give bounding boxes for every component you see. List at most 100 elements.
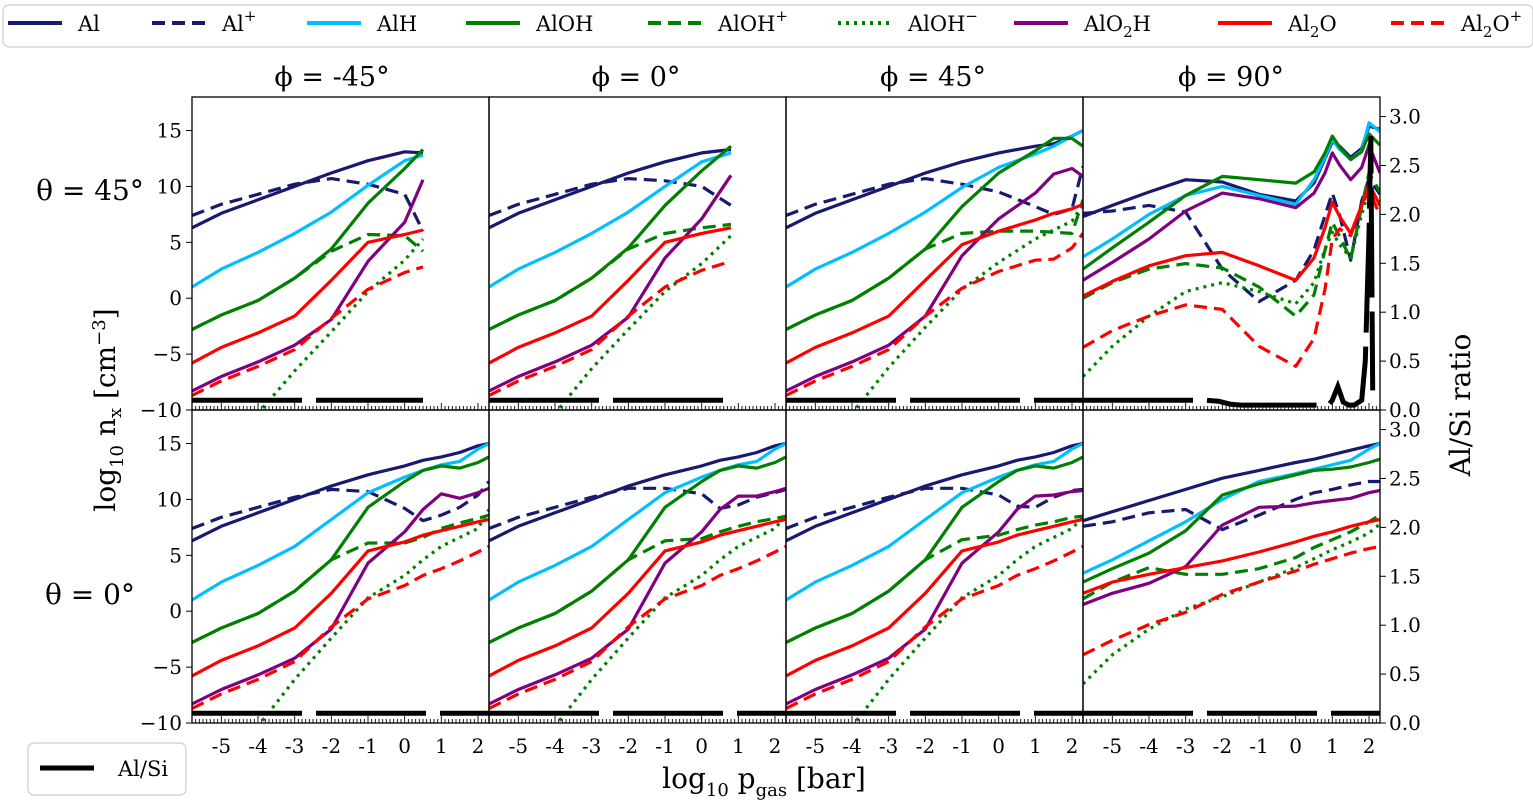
series-Al2O bbox=[489, 226, 732, 365]
series-Al2Op bbox=[489, 544, 786, 710]
y-tick-label: 15 bbox=[157, 432, 182, 456]
y2-axis-label: Al/Si ratio bbox=[1444, 334, 1477, 478]
series-Al2O bbox=[786, 202, 1083, 365]
column-title-phi-minus45: ϕ = -45° bbox=[274, 62, 389, 93]
y-tick-label: −10 bbox=[140, 711, 182, 735]
series-Al2Op bbox=[786, 232, 1083, 397]
series-AlO2H bbox=[192, 179, 425, 393]
x-tick-label: 1 bbox=[435, 734, 448, 758]
series-AlOHp bbox=[1083, 171, 1380, 318]
legend-label-Al2Op: Al2O+ bbox=[1460, 7, 1522, 41]
legend-item-AlOHp: AlOH+ bbox=[648, 7, 788, 36]
legend-label-Al: Al bbox=[77, 12, 100, 36]
series-Al2Op bbox=[1083, 188, 1380, 368]
x-tick-label: -3 bbox=[582, 734, 601, 758]
y-tick-label: 5 bbox=[169, 230, 182, 254]
series-AlOHp bbox=[489, 222, 732, 331]
y-tick-label: −5 bbox=[153, 342, 182, 366]
x-tick-label: -3 bbox=[285, 734, 304, 758]
series-Alp bbox=[489, 177, 732, 217]
y2-tick-label: 0.0 bbox=[1389, 398, 1421, 422]
x-tick-label: -1 bbox=[358, 734, 377, 758]
x-tick-label: -1 bbox=[952, 734, 971, 758]
y2-tick-label: 1.5 bbox=[1389, 251, 1421, 275]
series-AlOHm bbox=[852, 516, 1083, 723]
y-tick-label: 15 bbox=[157, 119, 182, 143]
row-label-theta-0: θ = 0° bbox=[45, 578, 135, 611]
x-tick-label: 0 bbox=[398, 734, 411, 758]
series-Al bbox=[1083, 441, 1380, 523]
legend-label-Al2O: Al2O bbox=[1287, 12, 1337, 41]
x-tick-label: 1 bbox=[732, 734, 745, 758]
x-tick-label: -5 bbox=[212, 734, 231, 758]
series-Al2Op bbox=[1083, 544, 1380, 657]
y-tick-label: 10 bbox=[157, 487, 182, 511]
x-tick-label: 2 bbox=[472, 734, 485, 758]
series-Al2Op bbox=[786, 544, 1083, 710]
legend-label-AlO2H: AlO2H bbox=[1083, 12, 1151, 41]
x-tick-label: -4 bbox=[842, 734, 861, 758]
y-tick-label: −5 bbox=[153, 655, 182, 679]
series-Alp bbox=[786, 486, 1083, 530]
series-AlO2H bbox=[786, 488, 1083, 706]
series-Al2Op bbox=[192, 544, 489, 710]
y2-tick-label: 3.0 bbox=[1389, 105, 1421, 129]
series-AlOHp bbox=[786, 199, 1083, 331]
series-Alp bbox=[192, 177, 425, 232]
y2-tick-label: 3.0 bbox=[1389, 418, 1421, 442]
series-Al2Op bbox=[489, 259, 732, 397]
y2-tick-label: 0.0 bbox=[1389, 711, 1421, 735]
series-AlH bbox=[192, 442, 489, 602]
x-tick-label: -4 bbox=[1139, 734, 1158, 758]
panel-frame bbox=[1082, 409, 1381, 724]
legend-item-AlOHm: AlOH− bbox=[838, 7, 978, 36]
series-Al bbox=[786, 441, 1083, 543]
y2-tick-label: 1.0 bbox=[1389, 613, 1421, 637]
series-Al2O bbox=[192, 517, 489, 678]
y-tick-label: 0 bbox=[169, 599, 182, 623]
series-Alp bbox=[489, 486, 786, 530]
series-Al2Op bbox=[192, 265, 424, 397]
ratio-line-AlSi bbox=[1083, 136, 1376, 408]
y-axis-label: log10 nx [cm−3] bbox=[89, 308, 128, 511]
series-Al2O bbox=[489, 517, 786, 678]
x-tick-label: 0 bbox=[695, 734, 708, 758]
x-tick-label: 1 bbox=[1326, 734, 1339, 758]
y2-tick-label: 2.0 bbox=[1389, 515, 1421, 539]
x-tick-label: -4 bbox=[248, 734, 267, 758]
panel-frame bbox=[785, 96, 1084, 411]
series-AlH bbox=[489, 151, 732, 289]
column-title-phi-45: ϕ = 45° bbox=[880, 62, 986, 93]
column-title-phi-0: ϕ = 0° bbox=[592, 62, 681, 93]
ratio-legend-label: Al/Si bbox=[117, 757, 168, 781]
series-AlH bbox=[489, 442, 786, 602]
x-tick-label: -4 bbox=[545, 734, 564, 758]
panel-r0-c1 bbox=[488, 96, 787, 411]
y2-tick-label: 1.0 bbox=[1389, 300, 1421, 324]
series-AlOH bbox=[1083, 457, 1380, 584]
panel-r0-c3: 0.0 0.5 1.0 1.5 2.0 2.5 3.0 bbox=[1082, 96, 1421, 422]
legend-label-AlH: AlH bbox=[376, 12, 417, 36]
y2-tick-label: 1.5 bbox=[1389, 564, 1421, 588]
panel-frame bbox=[191, 96, 490, 411]
x-tick-label: 2 bbox=[1066, 734, 1079, 758]
series-AlOH bbox=[1083, 132, 1380, 271]
x-tick-label: 2 bbox=[1363, 734, 1376, 758]
series-Al2O bbox=[192, 228, 424, 365]
y-tick-label: −10 bbox=[140, 398, 182, 422]
legend-label-AlOHp: AlOH+ bbox=[717, 7, 788, 36]
series-AlO2H bbox=[489, 174, 733, 393]
panel-r0-c0: −10 −5 0 5 10 15 bbox=[140, 96, 490, 422]
series-AlH bbox=[786, 129, 1083, 289]
series-Al bbox=[192, 441, 489, 543]
panel-r0-c2 bbox=[785, 96, 1084, 411]
x-tick-label: -5 bbox=[1103, 734, 1122, 758]
series-AlOHp bbox=[192, 513, 489, 644]
y2-tick-label: 2.5 bbox=[1389, 466, 1421, 490]
series-Alp bbox=[192, 480, 489, 530]
series-AlOHm bbox=[1083, 522, 1380, 686]
series-AlH bbox=[786, 442, 1083, 602]
legend-label-AlOHm: AlOH− bbox=[907, 7, 978, 36]
